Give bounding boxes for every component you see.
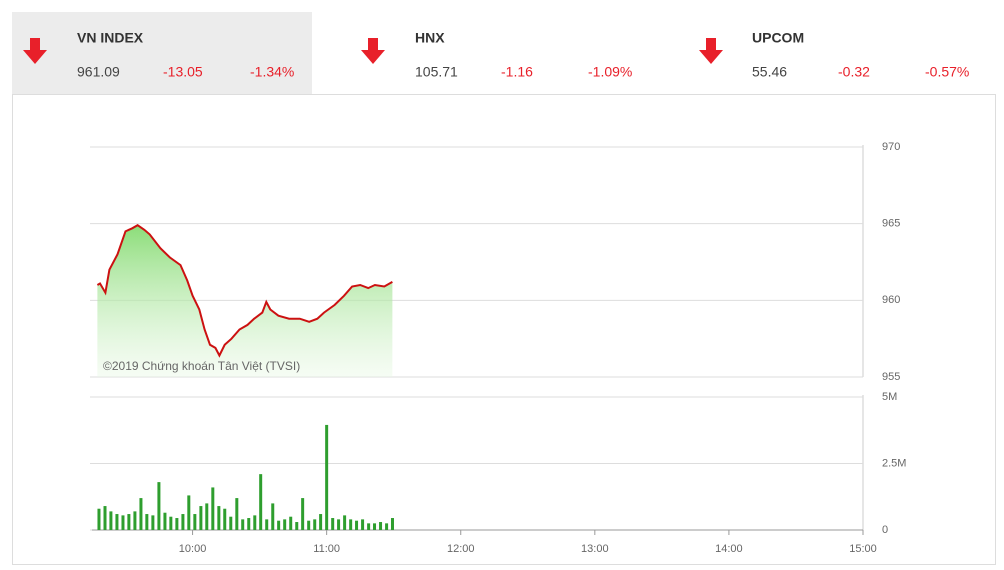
volume-bar xyxy=(151,515,155,530)
volume-bar xyxy=(379,522,383,530)
index-change: -0.32 xyxy=(838,64,870,80)
index-percent: -0.57% xyxy=(925,64,969,80)
volume-bar xyxy=(247,518,251,530)
volume-bar xyxy=(385,523,389,530)
line xyxy=(96,224,393,358)
volume-bar xyxy=(331,518,335,530)
watermark: ©2019 Chứng khoán Tân Việt (TVSI) xyxy=(103,359,300,373)
y-tick-label: 960 xyxy=(882,294,900,306)
volume-bar xyxy=(109,511,113,530)
volume-bar xyxy=(145,514,149,530)
index-value: 105.71 xyxy=(415,64,458,80)
volume-bar xyxy=(103,506,107,530)
y-tick-label: 2.5M xyxy=(882,457,906,469)
x-tick-label: 14:00 xyxy=(715,543,743,555)
index-value: 55.46 xyxy=(752,64,787,80)
volume-bar xyxy=(313,519,317,530)
volume-bar xyxy=(390,518,394,530)
y-tick-label: 955 xyxy=(882,371,900,383)
volume-bar xyxy=(301,498,305,530)
volume-bar xyxy=(193,514,197,530)
index-row xyxy=(23,38,723,64)
volume-bar xyxy=(283,519,287,530)
volume-bar xyxy=(181,514,185,530)
index-percent: -1.09% xyxy=(588,64,632,80)
index-name: UPCOM xyxy=(752,30,804,46)
volume-bar xyxy=(307,520,311,530)
volume-bar xyxy=(157,482,161,530)
area xyxy=(97,225,393,377)
index-name: HNX xyxy=(415,30,445,46)
volume-bar xyxy=(361,519,365,530)
volume-bar xyxy=(337,519,341,530)
y-tick-label: 0 xyxy=(882,524,888,536)
volume-bar xyxy=(325,424,329,530)
volume-bar xyxy=(295,522,299,530)
volume-bar xyxy=(373,523,377,530)
volume-bar xyxy=(169,516,173,530)
volume-bar xyxy=(289,516,293,530)
volume-bar xyxy=(235,498,239,530)
volume-bar xyxy=(271,503,275,530)
volume-bar xyxy=(343,515,347,530)
index-name: VN INDEX xyxy=(77,30,144,46)
volume-bar xyxy=(349,519,353,530)
index-change: -13.05 xyxy=(163,64,203,80)
x-tick-label: 11:00 xyxy=(313,543,340,555)
down-arrow xyxy=(23,38,47,64)
volume-bar xyxy=(217,506,221,530)
x-tick-label: 13:00 xyxy=(581,543,609,555)
volume-bar xyxy=(223,508,227,530)
volume-bar xyxy=(211,487,215,530)
index-value: 961.09 xyxy=(77,64,120,80)
volume-bar xyxy=(277,520,281,530)
volume-bar xyxy=(319,514,323,530)
volume-bar xyxy=(133,511,137,530)
volume-bar xyxy=(139,498,143,530)
volume-bar xyxy=(187,495,191,530)
volume-bar xyxy=(199,506,203,530)
volume-bar xyxy=(175,518,179,530)
volume-bar xyxy=(121,515,125,530)
volume-bar xyxy=(355,520,359,530)
y-tick-label: 965 xyxy=(882,218,900,230)
down-arrow xyxy=(361,38,385,64)
volume-bar xyxy=(163,512,167,530)
volume-bar xyxy=(229,516,233,530)
y-tick-label: 5M xyxy=(882,391,897,403)
volume-bar xyxy=(205,503,209,530)
volume-bar xyxy=(97,508,101,530)
x-tick-label: 10:00 xyxy=(179,543,207,555)
volume-bar xyxy=(127,514,131,530)
active-tab[interactable] xyxy=(12,12,312,94)
volume-bar xyxy=(115,514,119,530)
volume-bar xyxy=(265,519,269,530)
x-tick-label: 15:00 xyxy=(849,543,877,555)
volume-bar xyxy=(259,474,263,530)
index-change: -1.16 xyxy=(501,64,533,80)
volume-bar xyxy=(241,519,245,530)
index-percent: -1.34% xyxy=(250,64,294,80)
volume-bar xyxy=(367,523,371,530)
x-tick-label: 12:00 xyxy=(447,543,475,555)
down-arrow xyxy=(699,38,723,64)
y-tick-label: 970 xyxy=(882,141,900,153)
volume-bar xyxy=(253,515,257,530)
